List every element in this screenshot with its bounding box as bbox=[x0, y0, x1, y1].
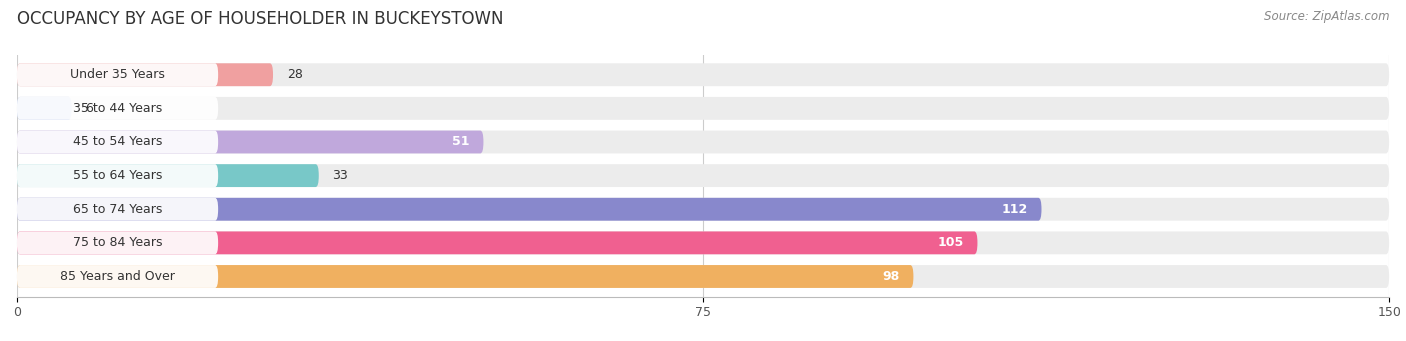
FancyBboxPatch shape bbox=[17, 97, 1389, 120]
FancyBboxPatch shape bbox=[17, 164, 1389, 187]
FancyBboxPatch shape bbox=[17, 265, 914, 288]
FancyBboxPatch shape bbox=[17, 131, 484, 153]
FancyBboxPatch shape bbox=[17, 164, 319, 187]
Text: Under 35 Years: Under 35 Years bbox=[70, 68, 165, 81]
Text: 75 to 84 Years: 75 to 84 Years bbox=[73, 236, 162, 249]
FancyBboxPatch shape bbox=[17, 164, 218, 187]
FancyBboxPatch shape bbox=[17, 265, 1389, 288]
Text: 112: 112 bbox=[1001, 203, 1028, 216]
FancyBboxPatch shape bbox=[17, 97, 218, 120]
FancyBboxPatch shape bbox=[17, 63, 218, 86]
Text: 55 to 64 Years: 55 to 64 Years bbox=[73, 169, 162, 182]
Text: Source: ZipAtlas.com: Source: ZipAtlas.com bbox=[1264, 10, 1389, 23]
Text: 45 to 54 Years: 45 to 54 Years bbox=[73, 135, 162, 148]
FancyBboxPatch shape bbox=[17, 265, 218, 288]
Text: 35 to 44 Years: 35 to 44 Years bbox=[73, 102, 162, 115]
FancyBboxPatch shape bbox=[17, 198, 1389, 221]
Text: 65 to 74 Years: 65 to 74 Years bbox=[73, 203, 162, 216]
FancyBboxPatch shape bbox=[17, 63, 1389, 86]
Text: OCCUPANCY BY AGE OF HOUSEHOLDER IN BUCKEYSTOWN: OCCUPANCY BY AGE OF HOUSEHOLDER IN BUCKE… bbox=[17, 10, 503, 28]
FancyBboxPatch shape bbox=[17, 198, 218, 221]
FancyBboxPatch shape bbox=[17, 131, 218, 153]
FancyBboxPatch shape bbox=[17, 63, 273, 86]
FancyBboxPatch shape bbox=[17, 232, 1389, 254]
FancyBboxPatch shape bbox=[17, 232, 218, 254]
Text: 6: 6 bbox=[86, 102, 93, 115]
Text: 98: 98 bbox=[883, 270, 900, 283]
FancyBboxPatch shape bbox=[17, 198, 1042, 221]
FancyBboxPatch shape bbox=[17, 97, 72, 120]
Text: 28: 28 bbox=[287, 68, 302, 81]
Text: 33: 33 bbox=[332, 169, 349, 182]
FancyBboxPatch shape bbox=[17, 131, 1389, 153]
FancyBboxPatch shape bbox=[17, 232, 977, 254]
Text: 51: 51 bbox=[453, 135, 470, 148]
Text: 105: 105 bbox=[938, 236, 963, 249]
Text: 85 Years and Over: 85 Years and Over bbox=[60, 270, 174, 283]
